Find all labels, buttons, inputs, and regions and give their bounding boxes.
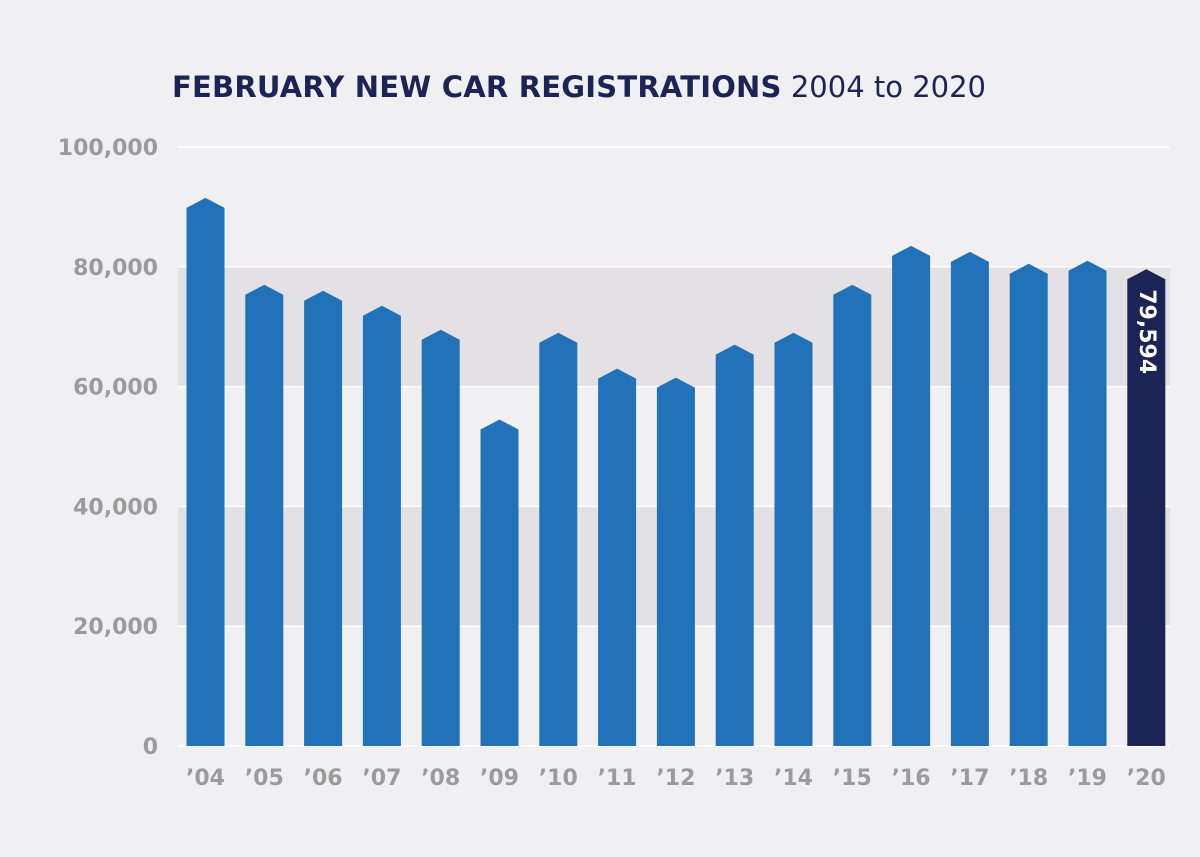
bar — [1009, 263, 1048, 746]
chart-title: FEBRUARY NEW CAR REGISTRATIONS 2004 to 2… — [172, 70, 986, 104]
bar — [950, 251, 989, 746]
y-tick-label: 40,000 — [73, 495, 158, 520]
bar — [774, 332, 813, 746]
x-tick-label: ’16 — [892, 766, 931, 791]
x-tick-label: ’19 — [1068, 766, 1107, 791]
x-tick-label: ’09 — [480, 766, 519, 791]
bar — [304, 290, 343, 746]
y-tick-label: 60,000 — [73, 376, 158, 401]
chart-subtitle: 2004 to 2020 — [790, 70, 986, 104]
x-tick-label: ’20 — [1127, 766, 1166, 791]
x-tick-label: ’13 — [715, 766, 754, 791]
x-tick-label: ’04 — [186, 766, 225, 791]
bar-highlight — [1127, 269, 1166, 746]
x-tick-label: ’18 — [1009, 766, 1048, 791]
bar — [1068, 260, 1107, 746]
grid-band — [178, 266, 1170, 387]
bar — [598, 368, 637, 746]
x-tick-label: ’10 — [539, 766, 578, 791]
y-tick-label: 20,000 — [73, 615, 158, 640]
bar — [892, 245, 931, 746]
chart-title-main: FEBRUARY NEW CAR REGISTRATIONS — [172, 70, 782, 104]
bar — [421, 329, 460, 746]
x-tick-label: ’06 — [304, 766, 343, 791]
x-tick-label: ’05 — [245, 766, 284, 791]
x-tick-label: ’15 — [833, 766, 872, 791]
bar — [715, 344, 754, 746]
bar — [362, 305, 401, 746]
bar — [480, 419, 519, 746]
bar — [656, 377, 695, 746]
bar — [186, 197, 225, 747]
y-tick-label: 0 — [143, 735, 158, 760]
y-tick-label: 100,000 — [58, 136, 158, 161]
bar — [833, 284, 872, 746]
bar — [539, 332, 578, 746]
bar — [245, 284, 284, 746]
x-tick-label: ’07 — [362, 766, 401, 791]
data-label: 79,594 — [1134, 289, 1159, 374]
x-tick-label: ’12 — [656, 766, 695, 791]
x-tick-label: ’08 — [421, 766, 460, 791]
y-tick-label: 80,000 — [73, 256, 158, 281]
x-tick-label: ’14 — [774, 766, 813, 791]
x-tick-label: ’17 — [950, 766, 989, 791]
x-tick-label: ’11 — [598, 766, 637, 791]
